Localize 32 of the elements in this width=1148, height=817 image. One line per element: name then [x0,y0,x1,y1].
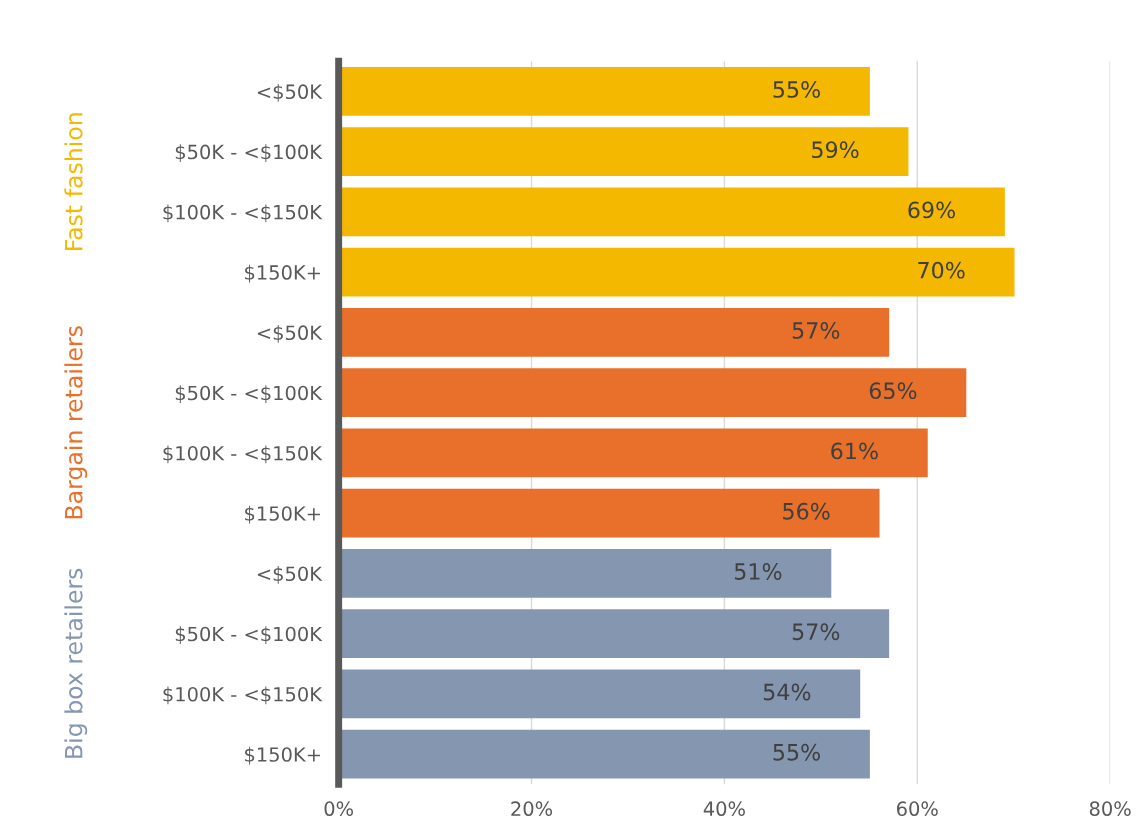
data-label: 56% [783,502,830,520]
data-label: 70% [918,261,965,279]
y-tick-label: $100K - <$150K [163,445,323,464]
text: Fast fashion [64,113,83,250]
y-tick-label: $50K - <$100K [175,385,323,403]
data-label: 65% [869,382,917,400]
x-tick-label: 60% [897,801,938,817]
data-label: 55% [773,81,820,98]
y-tick-label: $150K+ [245,746,320,765]
text: Bargain retailers [64,326,88,519]
y-tick-label: $100K - <$150K [163,204,323,223]
y-tick-label: $50K - <$100K [175,626,323,644]
x-tick-label: 20% [511,801,553,817]
data-label: 55% [773,743,820,761]
data-label: 61% [831,442,878,460]
y-tick-label: <$50K [257,566,323,584]
y-tick-label: $150K+ [245,505,320,524]
x-tick-label: 0% [324,801,354,817]
y-tick-label: <$50K [257,325,323,343]
data-label: 59% [812,141,859,159]
x-tick-label: 80% [1089,801,1131,817]
x-tick-label: 40% [703,801,745,817]
text: Big box retailers [64,568,88,758]
y-tick-label: $50K - <$100K [175,144,323,162]
data-label: 69% [908,201,955,219]
data-label: 57% [792,623,840,641]
y-tick-label: <$50K [257,84,323,102]
y-tick-label: $100K - <$150K [163,686,323,705]
data-label: 54% [763,683,811,701]
y-tick-label: $150K+ [245,264,320,283]
data-label: 51% [734,563,782,580]
data-label: 57% [792,322,840,339]
